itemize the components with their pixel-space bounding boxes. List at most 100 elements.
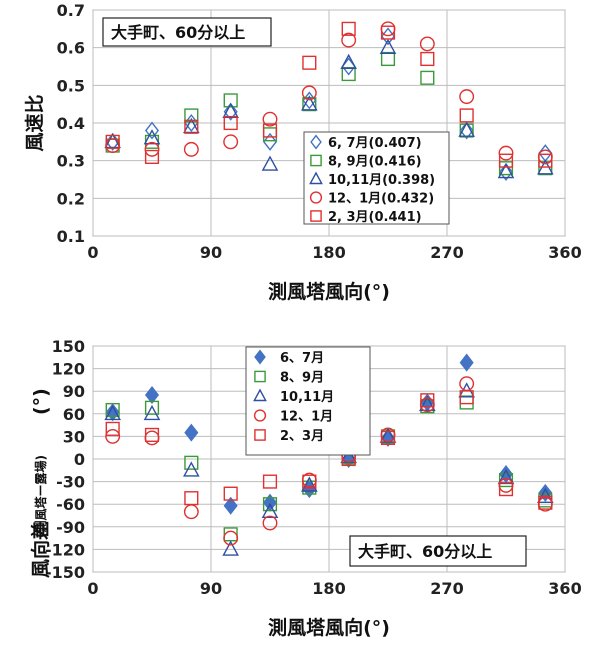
data-point — [223, 527, 238, 542]
data-point — [459, 390, 474, 405]
y-tick-label: -30 — [56, 473, 85, 492]
x-tick-label: 180 — [312, 579, 345, 598]
data-point — [223, 530, 239, 546]
data-point — [144, 141, 160, 157]
data-point — [223, 496, 238, 515]
legend-marker — [310, 154, 322, 167]
data-point — [183, 504, 199, 520]
data-point — [223, 102, 238, 121]
data-point — [302, 55, 317, 70]
y-axis-title: 風向差 (測風塔ー露場) (°) — [29, 388, 52, 578]
legend-label: 10,11月(0.398) — [328, 173, 435, 188]
data-point — [301, 85, 317, 101]
legend-marker — [254, 370, 266, 383]
y-axis-title-main: 風向差 — [29, 521, 52, 578]
data-point — [105, 428, 121, 444]
data-point — [143, 404, 161, 421]
y-tick-labels: 0.1 0.2 0.3 0.4 0.5 0.6 0.7 — [57, 1, 85, 246]
data-point — [144, 427, 160, 442]
data-point — [419, 36, 435, 52]
y-tick-label: 0.4 — [57, 114, 85, 133]
legend-marker — [309, 171, 323, 185]
data-point — [459, 121, 474, 140]
legend-marker — [310, 134, 322, 150]
legend-box — [303, 131, 450, 225]
data-point — [459, 89, 475, 105]
y-tick-label: 150 — [52, 337, 85, 356]
legend-label: 10,11月 — [280, 390, 334, 405]
legend: 6, 7月(0.407) 8, 9月(0.416) 10,11月(0.398) 12、… — [303, 131, 450, 225]
data-point — [184, 491, 199, 506]
legend: 6、7月 8、9月 10,11月 12、1月 2、3月 — [245, 346, 371, 456]
data-point — [302, 474, 317, 489]
data-point — [183, 461, 200, 477]
y-tick-label: -120 — [45, 540, 85, 559]
x-axis-title: 測風塔風向(°) — [268, 616, 390, 639]
y-tick-label: 0.1 — [57, 227, 85, 246]
y-tick-label: 0.7 — [57, 1, 85, 20]
legend-label: 8、9月 — [280, 371, 324, 386]
data-point — [262, 497, 278, 512]
wind-direction-difference-chart: -150 -120 -90 -60 -30 0 30 60 90 120 150 0 90 180 270… — [29, 337, 582, 639]
x-tick-label: 270 — [430, 579, 463, 598]
data-point — [498, 482, 514, 497]
legend-label: 6、7月 — [280, 351, 324, 366]
legend-label: 6, 7月(0.407) — [328, 136, 422, 151]
data-point — [538, 495, 553, 510]
data-point — [223, 486, 238, 501]
legend-marker — [310, 210, 322, 222]
data-point — [420, 51, 435, 67]
x-tick-label: 90 — [200, 243, 222, 262]
data-point — [420, 70, 435, 85]
annotation-box — [349, 535, 527, 567]
data-point — [497, 468, 515, 485]
y-tick-label: 120 — [52, 360, 85, 379]
data-point — [105, 421, 120, 436]
data-point — [183, 141, 199, 157]
legend-label: 2、3月 — [280, 429, 324, 444]
station-annotation: 大手町、60分以上 — [102, 17, 272, 47]
y-axis-title-unit: (°) — [30, 388, 52, 415]
y-tick-label: 0.5 — [57, 76, 85, 95]
data-point — [458, 121, 475, 137]
x-tick-label: 360 — [548, 243, 581, 262]
y-tick-label: 0.3 — [57, 152, 85, 171]
data-point — [459, 353, 474, 372]
y-tick-label: 60 — [63, 405, 85, 424]
data-point — [184, 423, 199, 442]
data-point — [498, 162, 514, 181]
y-axis-title: 風速比 — [23, 94, 46, 151]
annotation-text: 大手町、60分以上 — [358, 542, 492, 561]
data-point — [143, 129, 161, 145]
x-tick-label: 0 — [87, 243, 98, 262]
y-axis-title-sub: (測風塔ー露場) — [33, 455, 48, 538]
station-annotation: 大手町、60分以上 — [349, 535, 527, 567]
legend-marker — [253, 388, 267, 402]
data-point — [341, 57, 356, 76]
data-point — [301, 476, 318, 492]
x-tick-labels: 0 90 180 270 360 — [87, 243, 581, 262]
legend-marker — [309, 191, 323, 204]
y-tick-label: -150 — [45, 563, 85, 582]
data-point — [498, 153, 514, 168]
data-point — [223, 115, 238, 131]
data-point — [419, 395, 436, 412]
data-point — [459, 395, 474, 410]
y-tick-label: 30 — [63, 427, 85, 446]
legend-label: 2, 3月(0.441) — [328, 210, 422, 225]
data-points — [104, 21, 554, 181]
data-point — [222, 540, 239, 556]
x-tick-labels: 0 90 180 270 360 — [87, 579, 581, 598]
data-point — [459, 108, 474, 123]
data-point — [341, 32, 357, 48]
data-point — [184, 455, 199, 470]
data-point — [262, 474, 278, 489]
data-point — [104, 132, 121, 149]
legend-label: 12、1月(0.432) — [328, 192, 434, 207]
data-point — [223, 93, 238, 108]
data-point — [262, 123, 278, 138]
data-point — [340, 53, 357, 70]
data-point — [223, 134, 239, 150]
data-point — [379, 38, 397, 54]
data-point — [498, 145, 514, 161]
